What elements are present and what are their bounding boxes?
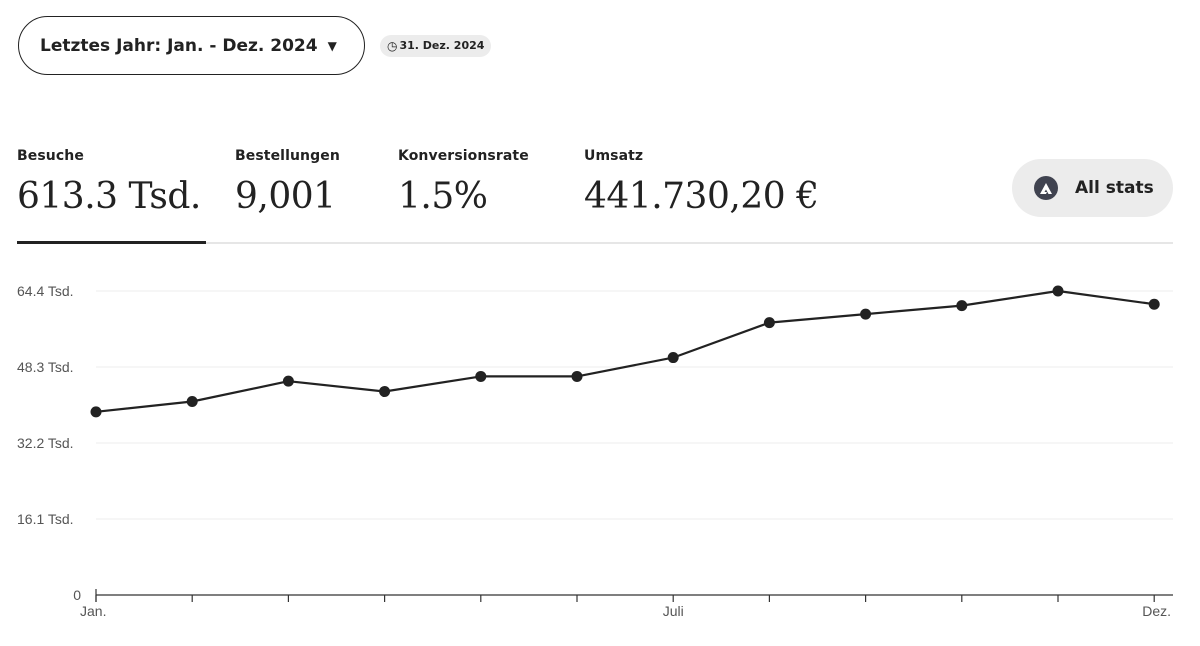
active-stat-underline — [17, 241, 206, 244]
all-stats-label: All stats — [1075, 178, 1154, 198]
clock-icon: ◷ — [387, 38, 398, 53]
date-range-label: Letztes Jahr: Jan. - Dez. 2024 — [40, 35, 318, 56]
last-updated-chip: ◷ 31. Dez. 2024 — [380, 34, 492, 57]
stat-value: 1.5% — [398, 176, 488, 217]
data-point[interactable] — [90, 406, 102, 418]
stat-conversion-rate[interactable]: Konversionsrate 1.5% — [398, 148, 529, 217]
data-point[interactable] — [475, 370, 487, 382]
data-point[interactable] — [1052, 285, 1064, 297]
stats-row: Besuche 613.3 Tsd. Bestellungen 9,001 Ko… — [17, 148, 1173, 244]
y-tick-label: 0 — [73, 587, 81, 603]
stat-label: Besuche — [17, 148, 84, 164]
data-point[interactable] — [763, 317, 775, 329]
stat-label: Umsatz — [584, 148, 644, 164]
stats-logo-icon — [1034, 176, 1058, 200]
date-range-dropdown[interactable]: Letztes Jahr: Jan. - Dez. 2024 ▼ — [18, 16, 365, 75]
stat-value: 9,001 — [235, 176, 336, 217]
data-point[interactable] — [860, 308, 872, 320]
visits-line-chart: 0 16.1 Tsd. 32.2 Tsd. 48.3 Tsd. 64.4 Tsd. Jan… — [17, 283, 1173, 619]
stat-label: Konversionsrate — [398, 148, 529, 164]
last-updated-date: 31. Dez. 2024 — [399, 39, 485, 52]
stat-revenue[interactable]: Umsatz 441.730,20 € — [584, 148, 819, 217]
data-point[interactable] — [956, 300, 968, 312]
data-point[interactable] — [282, 375, 294, 387]
data-point[interactable] — [571, 370, 583, 382]
y-tick-label: 64.4 Tsd. — [17, 283, 74, 299]
y-tick-label: 32.2 Tsd. — [17, 435, 74, 451]
series-line — [95, 289, 1155, 413]
stat-orders[interactable]: Bestellungen 9,001 — [235, 148, 340, 217]
x-tick-label: Dez. — [1142, 603, 1171, 619]
stat-visits[interactable]: Besuche 613.3 Tsd. — [17, 148, 201, 217]
x-tick-label: Juli — [663, 603, 684, 619]
stat-value: 613.3 Tsd. — [17, 176, 201, 217]
y-tick-label: 48.3 Tsd. — [17, 359, 74, 375]
data-point[interactable] — [667, 352, 679, 364]
stat-label: Bestellungen — [235, 148, 340, 164]
data-point[interactable] — [379, 386, 391, 398]
y-tick-label: 16.1 Tsd. — [17, 511, 74, 527]
stats-divider — [17, 242, 1173, 244]
stat-value: 441.730,20 € — [584, 176, 819, 217]
data-point[interactable] — [186, 395, 198, 407]
x-tick-label: Jan. — [80, 603, 106, 619]
caret-down-icon: ▼ — [327, 38, 337, 53]
top-bar: Letztes Jahr: Jan. - Dez. 2024 ▼ ◷ 31. D… — [18, 16, 492, 75]
all-stats-button[interactable]: All stats — [1012, 159, 1173, 217]
data-point[interactable] — [1148, 298, 1160, 310]
